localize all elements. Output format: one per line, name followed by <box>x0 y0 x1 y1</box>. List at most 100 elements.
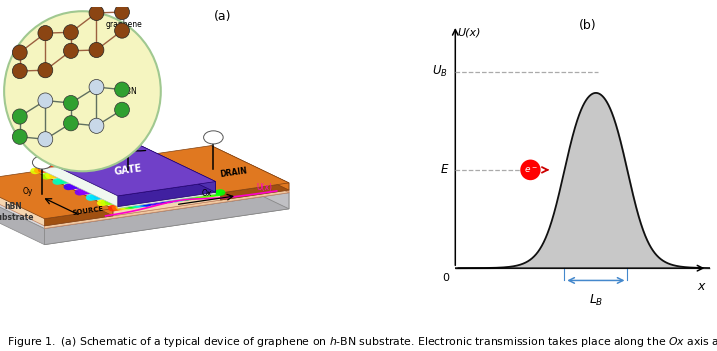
Circle shape <box>116 197 125 203</box>
Circle shape <box>45 165 55 172</box>
Circle shape <box>38 26 53 41</box>
Circle shape <box>153 191 163 198</box>
Circle shape <box>133 159 143 166</box>
Circle shape <box>112 204 122 211</box>
Circle shape <box>53 164 63 171</box>
Circle shape <box>45 172 55 179</box>
Circle shape <box>98 158 108 164</box>
Circle shape <box>75 161 85 167</box>
Circle shape <box>130 153 140 160</box>
Circle shape <box>98 193 107 199</box>
Circle shape <box>159 184 169 190</box>
Circle shape <box>82 188 92 194</box>
Circle shape <box>131 181 141 187</box>
Circle shape <box>171 182 181 188</box>
Circle shape <box>120 203 129 210</box>
Polygon shape <box>143 146 289 193</box>
Circle shape <box>138 159 147 165</box>
Circle shape <box>165 190 174 196</box>
Circle shape <box>176 195 186 201</box>
Circle shape <box>87 173 97 180</box>
Circle shape <box>138 152 148 158</box>
Circle shape <box>208 190 218 197</box>
Circle shape <box>109 184 119 191</box>
Circle shape <box>159 198 168 204</box>
Circle shape <box>163 169 174 176</box>
Circle shape <box>123 154 133 161</box>
Circle shape <box>12 64 27 79</box>
Circle shape <box>118 162 128 168</box>
Text: Figure 1. (a) Schematic of a typical device of graphene on $h$-BN substrate. Ele: Figure 1. (a) Schematic of a typical dev… <box>7 335 717 349</box>
Circle shape <box>108 191 118 198</box>
Circle shape <box>92 166 102 172</box>
Circle shape <box>126 153 136 160</box>
Circle shape <box>109 184 119 191</box>
Circle shape <box>72 168 82 175</box>
Polygon shape <box>138 144 216 192</box>
Circle shape <box>105 199 114 205</box>
Circle shape <box>167 168 177 175</box>
Circle shape <box>137 187 146 193</box>
Circle shape <box>75 168 85 174</box>
Circle shape <box>103 178 113 184</box>
Circle shape <box>149 157 158 164</box>
Circle shape <box>12 109 27 124</box>
Circle shape <box>197 185 206 192</box>
Circle shape <box>30 168 40 174</box>
Circle shape <box>86 194 95 201</box>
Circle shape <box>170 196 180 203</box>
Circle shape <box>159 184 169 190</box>
Circle shape <box>108 198 118 205</box>
Circle shape <box>60 170 70 177</box>
Text: (b): (b) <box>579 19 597 32</box>
Circle shape <box>86 180 96 187</box>
Text: E: E <box>441 163 448 177</box>
Circle shape <box>137 194 146 200</box>
Circle shape <box>137 180 147 186</box>
Circle shape <box>148 192 158 199</box>
Circle shape <box>109 170 119 177</box>
Polygon shape <box>221 183 289 200</box>
Circle shape <box>56 178 66 184</box>
Text: Ox: Ox <box>201 189 212 198</box>
Circle shape <box>120 189 130 196</box>
Circle shape <box>159 191 169 197</box>
Circle shape <box>148 178 158 185</box>
Circle shape <box>119 155 128 161</box>
Circle shape <box>521 160 541 180</box>
Circle shape <box>101 192 111 199</box>
Circle shape <box>93 193 103 200</box>
Polygon shape <box>0 172 289 245</box>
Circle shape <box>32 156 52 169</box>
Circle shape <box>120 196 130 203</box>
Circle shape <box>100 199 110 206</box>
Circle shape <box>163 183 173 190</box>
Circle shape <box>148 171 158 178</box>
Text: hBN: hBN <box>120 87 136 96</box>
Circle shape <box>145 158 155 164</box>
Circle shape <box>118 132 138 145</box>
Circle shape <box>125 167 136 174</box>
Circle shape <box>130 201 141 208</box>
Circle shape <box>75 189 85 196</box>
Circle shape <box>182 173 192 180</box>
Circle shape <box>86 187 96 194</box>
Circle shape <box>81 160 91 167</box>
Circle shape <box>186 180 196 186</box>
Circle shape <box>193 193 203 199</box>
Circle shape <box>152 171 162 177</box>
Circle shape <box>98 172 108 178</box>
Ellipse shape <box>4 11 161 171</box>
Circle shape <box>178 181 188 187</box>
Text: $e^-$: $e^-$ <box>523 165 537 175</box>
Circle shape <box>65 163 75 169</box>
Circle shape <box>131 174 141 180</box>
Text: $L_B$: $L_B$ <box>589 293 603 308</box>
Circle shape <box>137 173 147 179</box>
Circle shape <box>152 178 161 184</box>
Polygon shape <box>44 190 289 229</box>
Circle shape <box>67 183 77 190</box>
Circle shape <box>145 172 154 178</box>
Circle shape <box>115 23 130 38</box>
Circle shape <box>49 165 59 171</box>
